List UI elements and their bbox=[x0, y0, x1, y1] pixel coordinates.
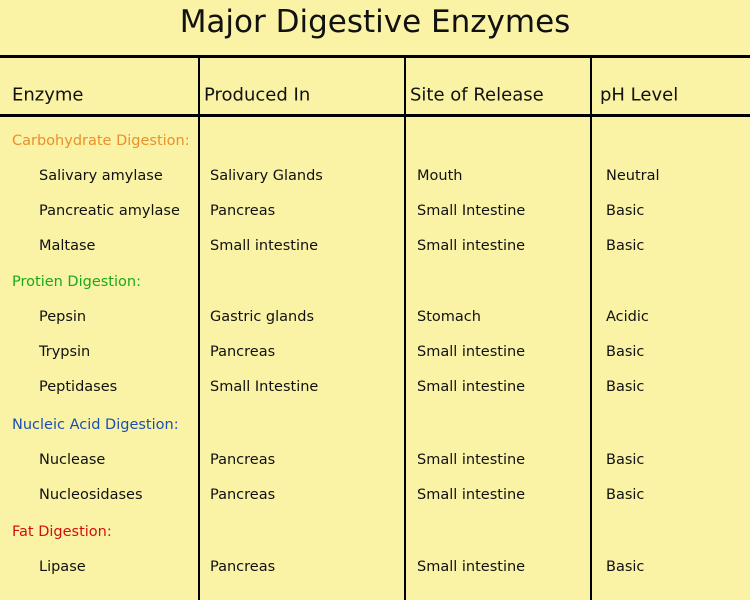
table-cell: Pepsin bbox=[39, 309, 87, 325]
table-cell: Nuclease bbox=[39, 452, 106, 468]
title: Major Digestive Enzymes bbox=[179, 4, 571, 40]
table-cell: Small Intestine bbox=[210, 379, 319, 395]
table-cell: Small intestine bbox=[210, 238, 319, 254]
group-label: Protien Digestion: bbox=[12, 274, 141, 290]
table-cell: Peptidases bbox=[39, 379, 118, 395]
table-cell: Small Intestine bbox=[417, 203, 526, 219]
table-cell: Small intestine bbox=[417, 452, 526, 468]
column-divider bbox=[590, 56, 592, 600]
table-cell: Acidic bbox=[606, 309, 649, 325]
column-divider bbox=[404, 56, 406, 600]
table-cell: Basic bbox=[606, 203, 645, 219]
table-cell: Pancreas bbox=[210, 452, 276, 468]
column-header: pH Level bbox=[600, 84, 679, 106]
table-cell: Gastric glands bbox=[210, 309, 314, 325]
table-cell: Basic bbox=[606, 559, 645, 575]
table-cell: Small intestine bbox=[417, 379, 526, 395]
table-cell: Pancreas bbox=[210, 344, 276, 360]
group-label: Carbohydrate Digestion: bbox=[12, 133, 190, 149]
rule bbox=[0, 114, 750, 117]
table-cell: Pancreatic amylase bbox=[39, 203, 180, 219]
column-divider bbox=[198, 56, 200, 600]
table-cell: Lipase bbox=[39, 559, 86, 575]
table-cell: Neutral bbox=[606, 168, 660, 184]
column-header: Enzyme bbox=[12, 84, 84, 106]
table-cell: Basic bbox=[606, 379, 645, 395]
table-cell: Mouth bbox=[417, 168, 463, 184]
table-cell: Small intestine bbox=[417, 238, 526, 254]
table-cell: Basic bbox=[606, 487, 645, 503]
table-cell: Small intestine bbox=[417, 344, 526, 360]
column-header: Site of Release bbox=[410, 84, 544, 106]
table-cell: Pancreas bbox=[210, 203, 276, 219]
table-cell: Salivary amylase bbox=[39, 168, 163, 184]
table-cell: Maltase bbox=[39, 238, 96, 254]
table-cell: Small intestine bbox=[417, 487, 526, 503]
table-cell: Basic bbox=[606, 344, 645, 360]
table-cell: Salivary Glands bbox=[210, 168, 323, 184]
table-cell: Small intestine bbox=[417, 559, 526, 575]
table-cell: Trypsin bbox=[39, 344, 91, 360]
table-cell: Basic bbox=[606, 238, 645, 254]
table-cell: Pancreas bbox=[210, 487, 276, 503]
table-cell: Stomach bbox=[417, 309, 481, 325]
table-cell: Basic bbox=[606, 452, 645, 468]
table-cell: Pancreas bbox=[210, 559, 276, 575]
rule bbox=[0, 55, 750, 58]
group-label: Nucleic Acid Digestion: bbox=[12, 417, 179, 433]
column-header: Produced In bbox=[204, 84, 311, 106]
table-cell: Nucleosidases bbox=[39, 487, 143, 503]
group-label: Fat Digestion: bbox=[12, 524, 112, 540]
